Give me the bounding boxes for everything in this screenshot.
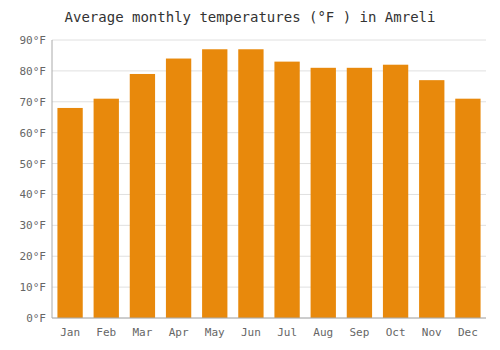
- bar: [238, 49, 263, 318]
- x-tick-label: Dec: [458, 326, 478, 339]
- bar: [311, 68, 336, 318]
- y-tick-label: 20°F: [20, 250, 47, 263]
- x-tick-label: Jul: [277, 326, 297, 339]
- y-tick-label: 90°F: [20, 34, 47, 47]
- title: Average monthly temperatures (°F ) in Am…: [65, 9, 436, 25]
- y-tick-label: 80°F: [20, 65, 47, 78]
- x-tick-label: Sep: [349, 326, 369, 339]
- y-axis-line: [52, 40, 53, 318]
- x-tick-label: Mar: [132, 326, 152, 339]
- x-tick-label: Apr: [169, 326, 189, 339]
- bar: [383, 65, 408, 318]
- bar: [94, 99, 119, 318]
- y-tick-label: 0°F: [26, 312, 46, 325]
- x-tick-label: Feb: [96, 326, 116, 339]
- bar: [130, 74, 155, 318]
- bar: [455, 99, 480, 318]
- y-tick-label: 70°F: [20, 96, 47, 109]
- x-tick-label: Nov: [422, 326, 442, 339]
- y-tick-label: 60°F: [20, 127, 47, 140]
- y-axis: 0°F 10°F 20°F 30°F 40°F 50°F 60°F 70°F 80°F 90°F: [20, 34, 47, 325]
- bars: [57, 49, 480, 318]
- page: {"chart_data": {"type": "bar", "title": …: [0, 0, 500, 350]
- x-tick-label: Jan: [60, 326, 80, 339]
- grid-line: [52, 70, 486, 71]
- bar: [202, 49, 227, 318]
- x-axis: Jan Feb Mar Apr May Jun Jul Aug Sep Oct Nov Dec: [52, 40, 486, 339]
- grid-line: [52, 318, 486, 319]
- bar: [347, 68, 372, 318]
- x-tick-label: Aug: [313, 326, 333, 339]
- chart: Average monthly temperatures (°F ) in Am…: [0, 0, 500, 350]
- x-tick-label: Oct: [386, 326, 406, 339]
- bar: [419, 80, 444, 318]
- grid-line: [52, 40, 486, 41]
- y-tick-label: 40°F: [20, 188, 47, 201]
- bar: [57, 108, 82, 318]
- y-tick-label: 30°F: [20, 219, 47, 232]
- y-tick-label: 50°F: [20, 158, 47, 171]
- y-tick-label: 10°F: [20, 281, 47, 294]
- x-tick-label: Jun: [241, 326, 261, 339]
- bar: [274, 62, 299, 318]
- bar: [166, 59, 191, 318]
- x-tick-label: May: [205, 326, 225, 339]
- grid: [52, 40, 486, 318]
- x-axis-line: [52, 318, 486, 319]
